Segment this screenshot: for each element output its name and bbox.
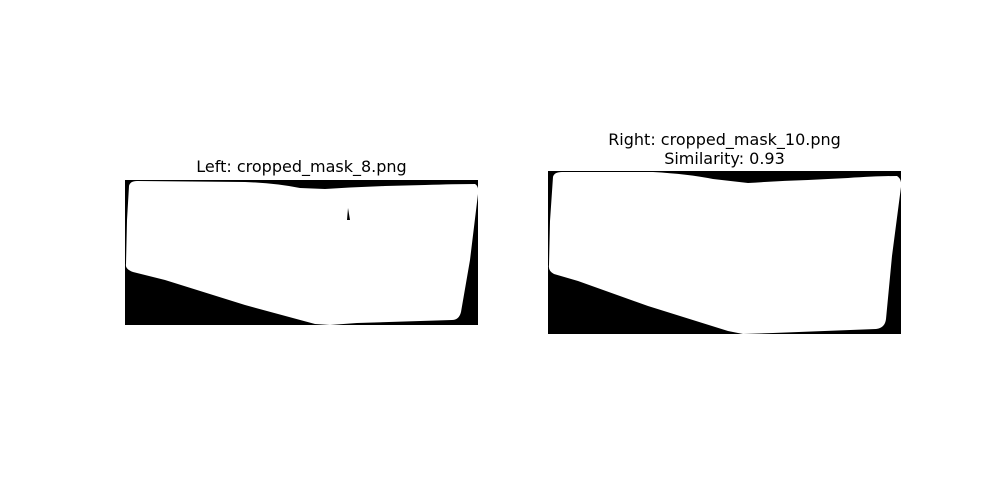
left-mask-image: [125, 180, 478, 325]
left-mask-notch: [347, 208, 350, 220]
right-title-line-1: Right: cropped_mask_10.png: [608, 130, 841, 149]
left-panel-title: Left: cropped_mask_8.png: [125, 157, 478, 176]
right-mask-shape: [548, 172, 901, 334]
right-panel-title: Right: cropped_mask_10.png Similarity: 0…: [548, 130, 901, 168]
left-mask-shape: [125, 181, 478, 325]
right-mask-image: [548, 171, 901, 334]
left-title-text: Left: cropped_mask_8.png: [196, 157, 407, 176]
right-title-line-2: Similarity: 0.93: [664, 149, 785, 168]
